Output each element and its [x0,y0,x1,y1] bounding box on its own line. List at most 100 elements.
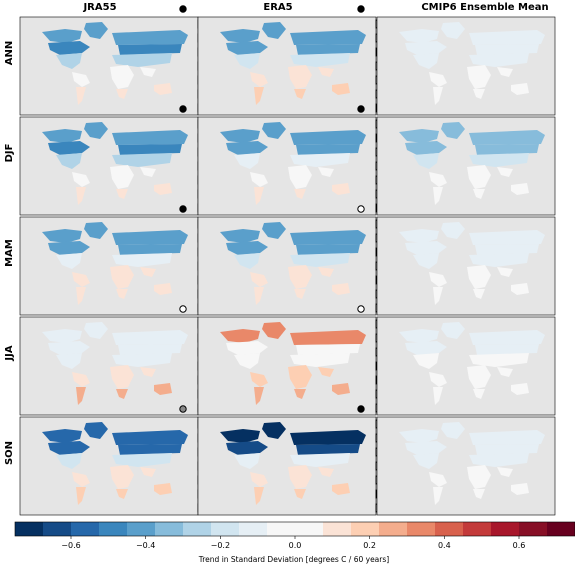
global-marker [179,305,187,313]
global-marker [357,305,365,313]
land-region [112,353,172,367]
colorbar-tick-label: 0.0 [289,541,302,550]
land-region [254,187,264,205]
land-region [84,222,108,239]
land-region [76,187,86,205]
land-region [72,172,90,187]
land-region [473,289,485,299]
land-region [250,272,268,287]
land-region [76,387,86,405]
land-region [42,129,82,143]
land-region [154,383,172,395]
land-region [441,322,465,339]
land-region [413,253,439,269]
land-region [399,429,439,443]
row-label-ann: ANN [4,41,15,65]
land-region [262,422,286,439]
land-region [288,365,312,389]
colorbar-bin [99,522,128,536]
land-region [318,167,334,177]
land-region [318,67,334,77]
row-label-son: SON [4,441,15,465]
land-region [433,387,443,405]
land-region [290,430,366,445]
land-region [497,367,513,377]
land-region [294,89,306,99]
land-region [110,65,134,89]
land-region [473,189,485,199]
land-region [413,153,439,169]
land-region [469,130,545,145]
land-region [112,130,188,145]
land-region [154,483,172,495]
land-region [112,153,172,167]
map-panel [19,205,203,316]
land-region [76,487,86,505]
land-region [429,372,447,387]
land-region [405,341,447,355]
land-region [473,489,485,499]
land-region [332,383,350,395]
land-region [262,222,286,239]
colorbar-tick-label: 0.2 [363,541,376,550]
colorbar-tick-label: −0.2 [211,541,230,550]
land-region [220,429,260,443]
land-region [234,53,260,69]
land-region [140,467,156,477]
colorbar-bin [295,522,324,536]
global-marker [357,105,365,113]
land-region [254,487,264,505]
land-region [116,89,128,99]
colorbar-tick-label: 0.4 [438,541,451,550]
land-region [399,129,439,143]
map-panel [376,116,556,216]
colorbar-bin [351,522,380,536]
row-label-mam: MAM [4,239,15,267]
land-region [294,489,306,499]
colorbar-bin [379,522,408,536]
global-marker [179,205,187,213]
land-region [413,353,439,369]
land-region [262,122,286,139]
map-panel [197,305,381,416]
land-region [112,30,188,45]
land-region [469,430,545,445]
land-region [226,441,268,455]
land-region [118,244,182,255]
land-region [116,289,128,299]
land-region [226,241,268,255]
land-region [399,329,439,343]
land-region [467,165,491,189]
land-region [296,344,360,355]
global-marker [179,405,187,413]
colorbar-bin [519,522,548,536]
land-region [473,89,485,99]
land-region [467,465,491,489]
land-region [84,322,108,339]
land-region [154,83,172,95]
land-region [226,141,268,155]
land-region [250,72,268,87]
land-region [254,287,264,305]
land-region [429,72,447,87]
colorbar-tick-label: −0.6 [61,541,80,550]
colorbar-bin [547,522,575,536]
land-region [72,72,90,87]
land-region [110,365,134,389]
land-region [469,30,545,45]
land-region [288,65,312,89]
map-panel [376,416,556,516]
row-label-djf: DJF [4,144,15,163]
land-region [140,167,156,177]
land-region [296,244,360,255]
land-region [290,453,350,467]
land-region [226,341,268,355]
colorbar-bin [323,522,352,536]
land-region [76,287,86,305]
land-region [469,453,529,467]
land-region [262,322,286,339]
land-region [433,487,443,505]
land-region [441,22,465,39]
land-region [511,483,529,495]
colorbar-bin [155,522,184,536]
